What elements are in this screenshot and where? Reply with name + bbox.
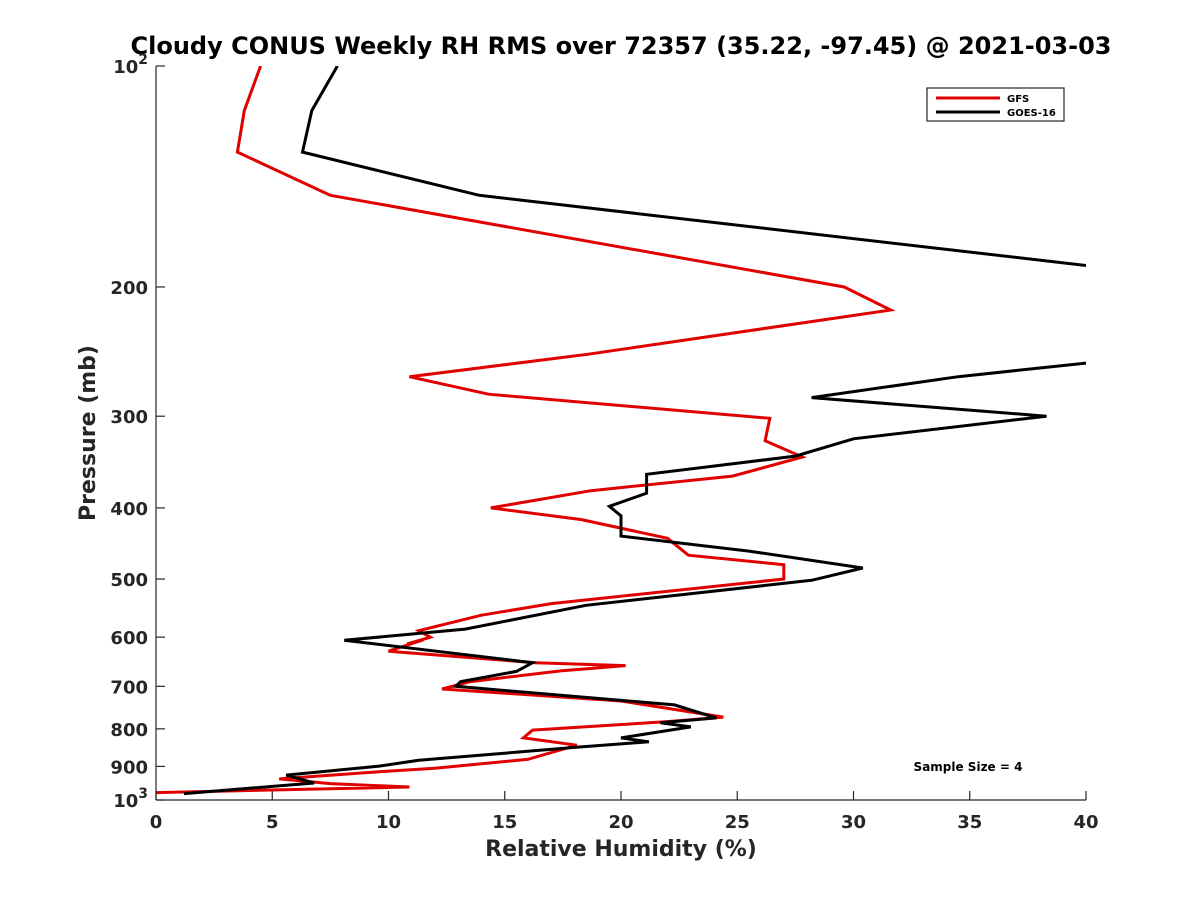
legend-box [926, 87, 1065, 122]
x-tick-label: 35 [957, 812, 982, 833]
x-tick-label: 0 [150, 812, 163, 833]
axes-layer: 0 5 10 15 20 25 30 35 40 102 200 300 400 500 600 700 800… [110, 52, 1098, 833]
sample-size-annotation: Sample Size = 4 [914, 760, 1023, 774]
y-tick-label: 500 [110, 570, 148, 591]
y-tick-label: 700 [110, 677, 148, 698]
x-tick-label: 20 [608, 812, 633, 833]
legend-label: GFS [1007, 94, 1029, 105]
y-tick-label: 200 [110, 278, 148, 299]
y-tick-label: 800 [110, 720, 148, 741]
y-tick-label: 300 [110, 407, 148, 428]
y-tick-label: 103 [113, 786, 148, 812]
legend: GFS GOES-16 [926, 87, 1065, 122]
series-line-goes-16-lower [183, 361, 1086, 796]
y-tick-label: 600 [110, 628, 148, 649]
y-axis-label: Pressure (mb) [76, 345, 101, 521]
y-tick-label: 900 [110, 757, 148, 778]
x-axis-label: Relative Humidity (%) [485, 837, 757, 862]
y-tick-label: 102 [113, 52, 148, 78]
x-tick-label: 10 [376, 812, 401, 833]
x-tick-label: 40 [1073, 812, 1098, 833]
series-line-goes-16 [300, 66, 1086, 267]
x-tick-label: 5 [266, 812, 279, 833]
x-tick-label: 30 [841, 812, 866, 833]
y-tick-label: 400 [110, 499, 148, 520]
chart-title: Cloudy CONUS Weekly RH RMS over 72357 (3… [131, 32, 1112, 60]
series-line-gfs [156, 66, 896, 795]
series-layer [156, 66, 1086, 796]
x-tick-label: 15 [492, 812, 517, 833]
x-tick-label: 25 [725, 812, 750, 833]
legend-label: GOES-16 [1007, 108, 1056, 119]
